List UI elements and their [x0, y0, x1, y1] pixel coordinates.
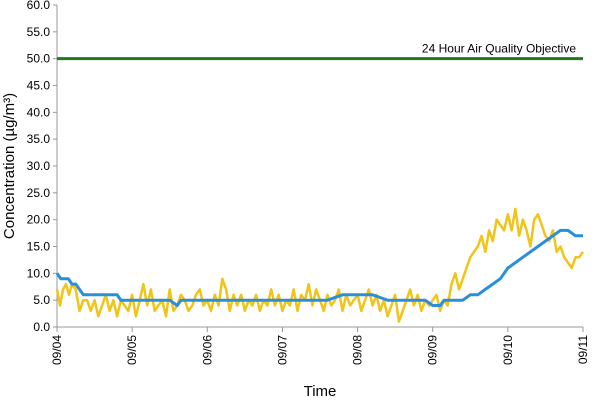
series-group — [55, 207, 585, 323]
y-tick-label: 35.0 — [27, 132, 51, 146]
y-tick-label: 50.0 — [27, 52, 51, 66]
x-tick-label: 09/07 — [275, 335, 289, 365]
reference-line-group: 24 Hour Air Quality Objective — [57, 42, 583, 61]
y-tick-label: 0.0 — [33, 320, 50, 334]
y-tick-label: 10.0 — [27, 266, 51, 280]
y-tick-label: 25.0 — [27, 186, 51, 200]
y-tick-label: 30.0 — [27, 159, 51, 173]
y-axis-title: Concentration (µg/m³) — [1, 93, 18, 239]
y-tick-label: 40.0 — [27, 105, 51, 119]
y-tick-label: 15.0 — [27, 240, 51, 254]
air-quality-objective-label: 24 Hour Air Quality Objective — [422, 42, 576, 56]
x-tick-label: 09/06 — [200, 335, 214, 365]
x-tick-label: 09/08 — [351, 335, 365, 365]
y-tick-label: 55.0 — [27, 25, 51, 39]
y-tick-label: 5.0 — [33, 293, 50, 307]
y-axis-ticks: 0.0 5.0 10.0 15.0 20.0 25.0 30.0 35.0 40.0 45.0 50… — [27, 0, 57, 334]
x-tick-label: 09/10 — [501, 335, 515, 365]
series-line-2 — [55, 228, 583, 307]
y-tick-label: 60.0 — [27, 0, 51, 12]
series-line-1 — [55, 207, 585, 323]
x-axis-title: Time — [304, 383, 337, 400]
y-tick-label: 20.0 — [27, 213, 51, 227]
x-tick-label: 09/09 — [426, 335, 440, 365]
x-axis-ticks: 09/04 09/05 09/06 09/07 09/08 09/09 09/10 09/11 — [50, 327, 590, 365]
x-tick-label: 09/04 — [50, 335, 64, 365]
x-tick-label: 09/05 — [125, 335, 139, 365]
x-tick-label: 09/11 — [576, 335, 590, 364]
y-tick-label: 45.0 — [27, 79, 51, 93]
